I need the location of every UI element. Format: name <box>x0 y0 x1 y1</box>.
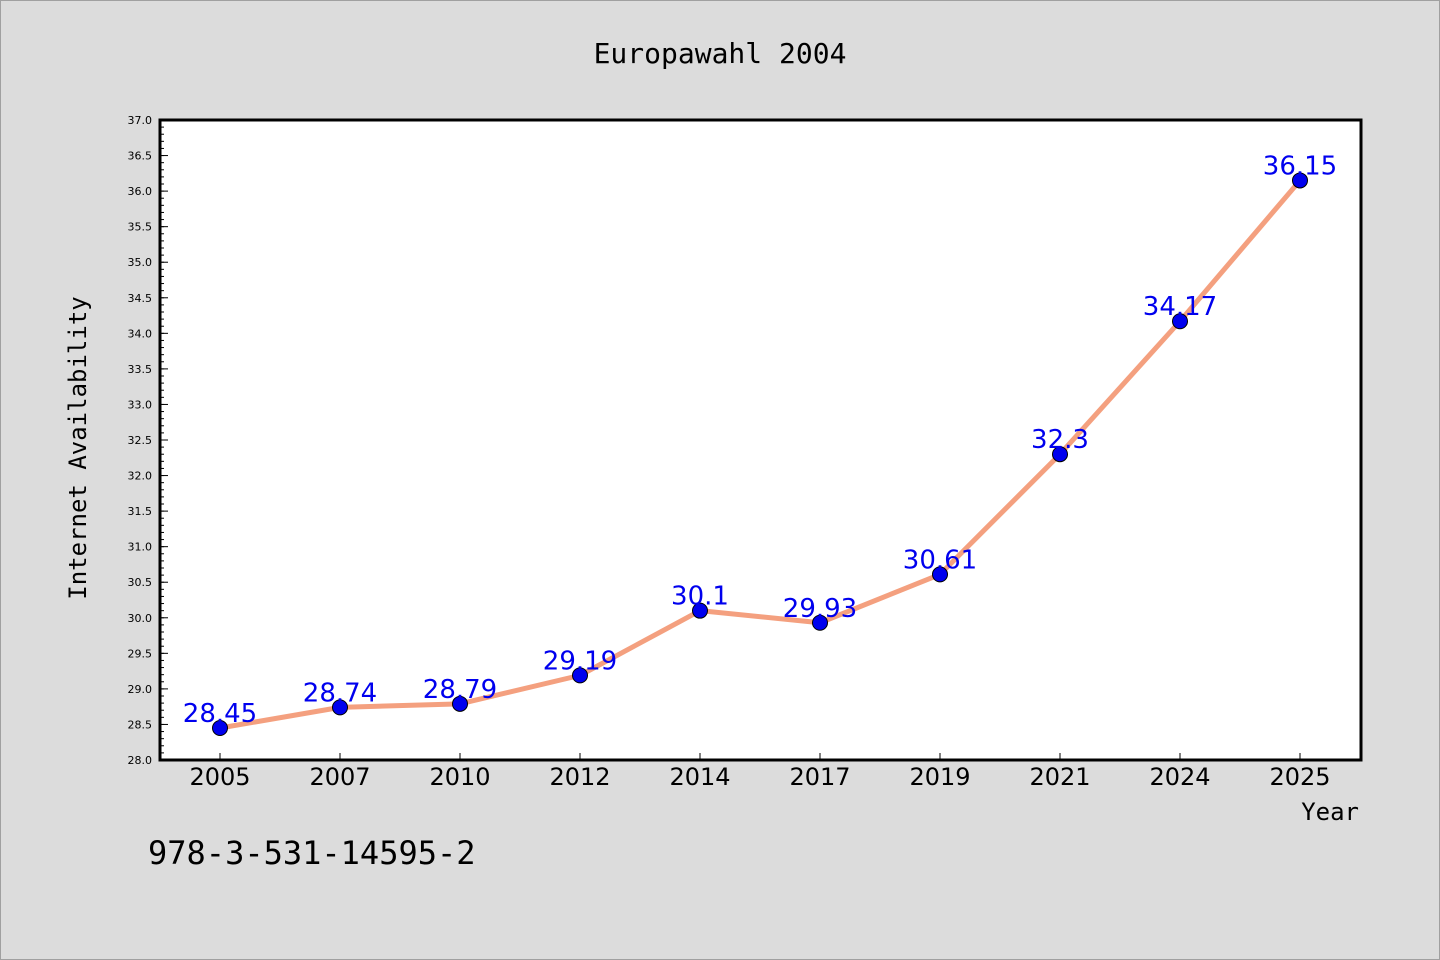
y-tick-label: 28.5 <box>128 718 153 731</box>
data-point <box>1052 446 1068 463</box>
y-tick-label: 32.5 <box>128 434 153 447</box>
y-tick-label: 35.0 <box>128 256 153 269</box>
data-point <box>1172 313 1188 330</box>
x-tick-label: 2014 <box>669 763 730 791</box>
y-tick-label: 28.0 <box>128 754 153 767</box>
data-point <box>812 614 828 631</box>
y-tick-label: 29.0 <box>128 683 153 696</box>
plot-area <box>158 118 1363 762</box>
y-tick-label: 32.0 <box>128 470 153 483</box>
y-tick-label: 35.5 <box>128 221 153 234</box>
y-tick-label: 30.5 <box>128 576 153 589</box>
x-tick-label: 2010 <box>429 763 490 791</box>
x-tick-label: 2025 <box>1269 763 1330 791</box>
y-axis: 28.0 28.5 29.0 29.5 30.0 30.5 31.0 31.5 32.0 32.5… <box>128 114 168 767</box>
data-label: 29.19 <box>543 646 617 676</box>
x-tick-label: 2017 <box>789 763 850 791</box>
x-tick-label: 2012 <box>549 763 610 791</box>
x-tick-label: 2021 <box>1029 763 1090 791</box>
x-axis: 2005 2007 2010 2012 2014 2017 2019 2021 2024 2025 <box>189 753 1331 791</box>
data-point <box>932 566 948 583</box>
data-label: 30.1 <box>671 582 729 612</box>
data-label: 28.79 <box>423 675 497 705</box>
data-label: 29.93 <box>783 594 857 624</box>
data-label: 34.17 <box>1143 292 1217 322</box>
data-label: 32.3 <box>1031 425 1089 455</box>
data-label: 28.74 <box>303 678 377 708</box>
y-tick-label: 31.0 <box>128 541 153 554</box>
y-tick-label: 30.0 <box>128 612 153 625</box>
data-point <box>212 720 228 736</box>
y-tick-label: 33.5 <box>128 363 153 376</box>
data-markers <box>212 172 1308 736</box>
data-point <box>452 695 468 712</box>
x-axis-label: Year <box>1301 798 1359 826</box>
chart-title: Europawahl 2004 <box>594 37 847 70</box>
y-tick-label: 31.5 <box>128 505 153 518</box>
data-point <box>332 699 348 716</box>
y-tick-label: 34.5 <box>128 292 153 305</box>
data-label: 36.15 <box>1263 151 1337 181</box>
series-line <box>217 177 1303 731</box>
y-tick-label: 36.0 <box>128 185 153 198</box>
data-label: 30.61 <box>903 545 977 575</box>
data-point <box>1292 172 1308 189</box>
data-label: 28.45 <box>183 699 257 729</box>
y-tick-label: 29.5 <box>128 647 153 660</box>
data-labels: 28.45 28.74 28.79 29.19 30.1 29.93 30.61 32.3 34… <box>183 151 1337 729</box>
x-tick-label: 2005 <box>189 763 250 791</box>
y-tick-label: 37.0 <box>128 114 153 127</box>
footer-code: 978-3-531-14595-2 <box>148 834 476 872</box>
y-tick-label: 36.5 <box>128 150 153 163</box>
x-tick-label: 2019 <box>909 763 970 791</box>
x-tick-label: 2024 <box>1149 763 1210 791</box>
x-tick-label: 2007 <box>309 763 370 791</box>
y-axis-label: Internet Availability <box>64 296 92 599</box>
y-tick-label: 33.0 <box>128 398 153 411</box>
data-point <box>692 602 708 619</box>
y-tick-label: 34.0 <box>128 327 153 340</box>
data-point <box>572 667 588 684</box>
